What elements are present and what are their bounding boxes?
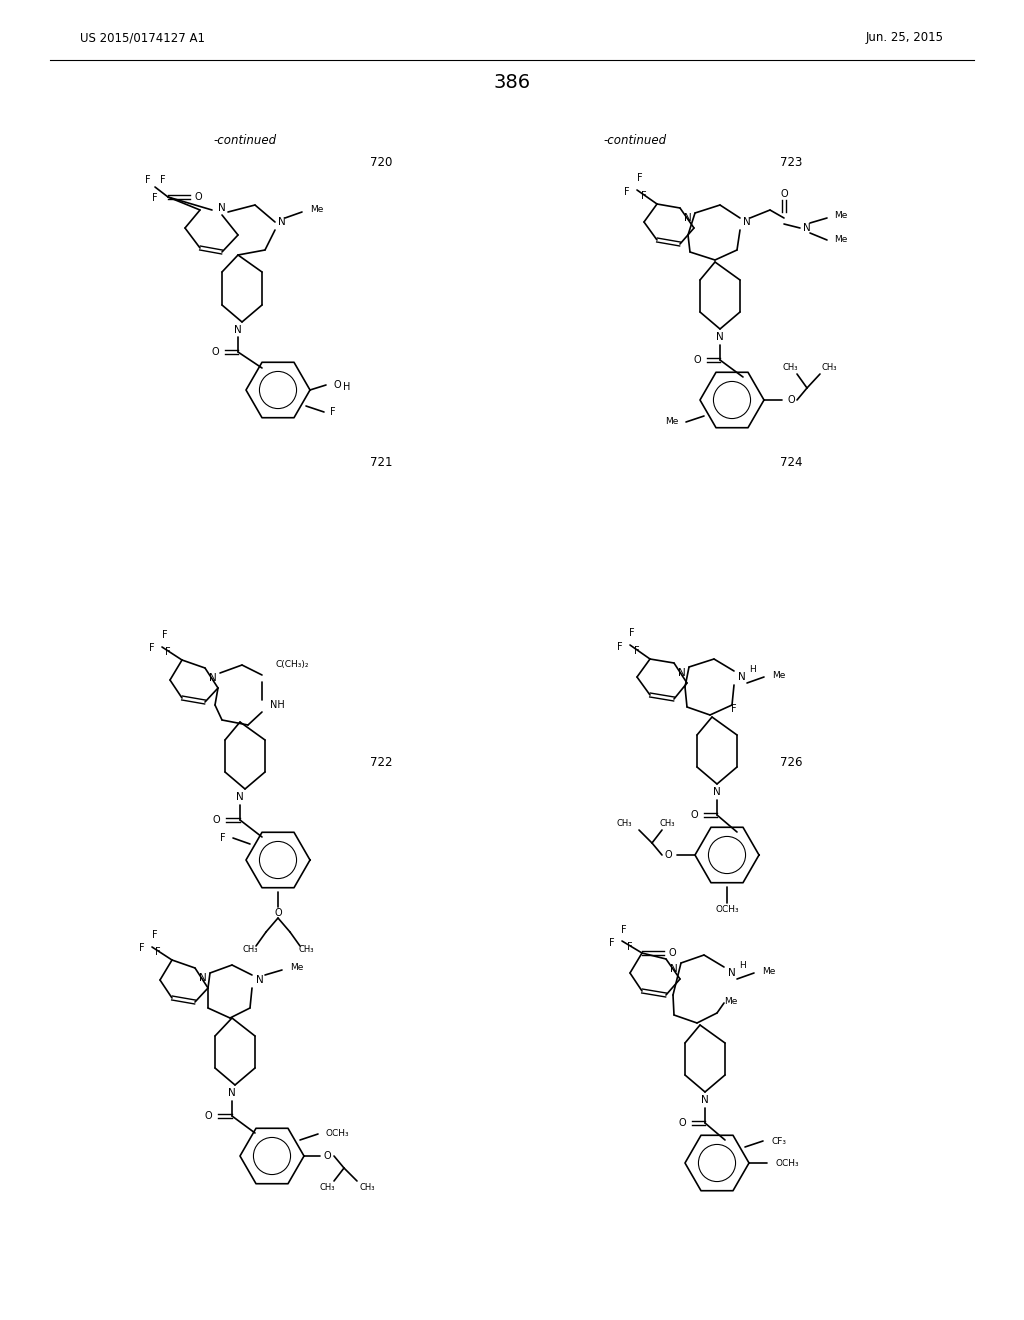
Text: N: N	[670, 964, 678, 974]
Text: CH₃: CH₃	[659, 818, 675, 828]
Text: O: O	[204, 1111, 212, 1121]
Text: Me: Me	[834, 211, 848, 220]
Text: 726: 726	[780, 755, 803, 768]
Text: F: F	[220, 833, 226, 843]
Text: N: N	[678, 668, 686, 678]
Text: F: F	[139, 942, 144, 953]
Text: Me: Me	[834, 235, 848, 244]
Text: N: N	[256, 975, 264, 985]
Text: F: F	[165, 647, 171, 657]
Text: N: N	[279, 216, 286, 227]
Text: C(CH₃)₂: C(CH₃)₂	[275, 660, 308, 669]
Text: Jun. 25, 2015: Jun. 25, 2015	[866, 32, 944, 45]
Text: O: O	[665, 850, 672, 861]
Text: H: H	[738, 961, 745, 969]
Text: F: F	[145, 176, 151, 185]
Text: 386: 386	[494, 73, 530, 91]
Text: O: O	[690, 810, 697, 820]
Text: F: F	[629, 628, 635, 638]
Text: -continued: -continued	[603, 133, 667, 147]
Text: CH₃: CH₃	[822, 363, 838, 372]
Text: F: F	[153, 193, 158, 203]
Text: N: N	[713, 787, 721, 797]
Text: F: F	[153, 931, 158, 940]
Text: O: O	[334, 380, 342, 389]
Text: O: O	[324, 1151, 332, 1162]
Text: F: F	[609, 939, 614, 948]
Text: F: F	[150, 643, 155, 653]
Text: F: F	[625, 187, 630, 197]
Text: US 2015/0174127 A1: US 2015/0174127 A1	[80, 32, 205, 45]
Text: F: F	[160, 176, 166, 185]
Text: F: F	[627, 942, 633, 952]
Text: O: O	[195, 191, 202, 202]
Text: Me: Me	[310, 206, 324, 214]
Text: 721: 721	[370, 455, 392, 469]
Text: O: O	[669, 948, 676, 958]
Text: H: H	[749, 664, 756, 673]
Text: CH₃: CH₃	[616, 818, 632, 828]
Text: F: F	[731, 704, 737, 714]
Text: N: N	[738, 672, 745, 682]
Text: N: N	[728, 968, 736, 978]
Text: N: N	[743, 216, 751, 227]
Text: F: F	[156, 946, 161, 957]
Text: N: N	[199, 973, 207, 983]
Text: Me: Me	[724, 997, 737, 1006]
Text: O: O	[787, 395, 795, 405]
Text: N: N	[803, 223, 811, 234]
Text: N: N	[234, 325, 242, 335]
Text: O: O	[212, 814, 220, 825]
Text: F: F	[330, 407, 336, 417]
Text: F: F	[637, 173, 643, 183]
Text: OCH₃: OCH₃	[775, 1159, 799, 1167]
Text: O: O	[211, 347, 219, 356]
Text: N: N	[684, 213, 692, 223]
Text: F: F	[162, 630, 168, 640]
Text: 720: 720	[370, 156, 392, 169]
Text: OCH₃: OCH₃	[326, 1130, 349, 1138]
Text: F: F	[617, 642, 623, 652]
Text: H: H	[343, 381, 350, 392]
Text: CH₃: CH₃	[782, 363, 798, 372]
Text: O: O	[780, 189, 787, 199]
Text: 723: 723	[780, 156, 803, 169]
Text: N: N	[716, 333, 724, 342]
Text: F: F	[622, 925, 627, 935]
Text: -continued: -continued	[213, 133, 276, 147]
Text: CH₃: CH₃	[319, 1184, 335, 1192]
Text: Me: Me	[762, 966, 775, 975]
Text: N: N	[237, 792, 244, 803]
Text: O: O	[274, 908, 282, 917]
Text: 724: 724	[780, 455, 803, 469]
Text: OCH₃: OCH₃	[715, 906, 738, 915]
Text: Me: Me	[772, 671, 785, 680]
Text: Me: Me	[290, 964, 303, 973]
Text: N: N	[218, 203, 226, 213]
Text: N: N	[228, 1088, 236, 1098]
Text: Me: Me	[665, 417, 678, 426]
Text: CH₃: CH₃	[298, 945, 313, 954]
Text: 722: 722	[370, 755, 392, 768]
Text: NH: NH	[270, 700, 285, 710]
Text: CF₃: CF₃	[771, 1137, 786, 1146]
Text: O: O	[693, 355, 700, 366]
Text: CH₃: CH₃	[243, 945, 258, 954]
Text: O: O	[678, 1118, 686, 1129]
Text: N: N	[701, 1096, 709, 1105]
Text: F: F	[634, 645, 640, 656]
Text: F: F	[641, 191, 647, 201]
Text: CH₃: CH₃	[360, 1184, 376, 1192]
Text: N: N	[209, 673, 217, 682]
